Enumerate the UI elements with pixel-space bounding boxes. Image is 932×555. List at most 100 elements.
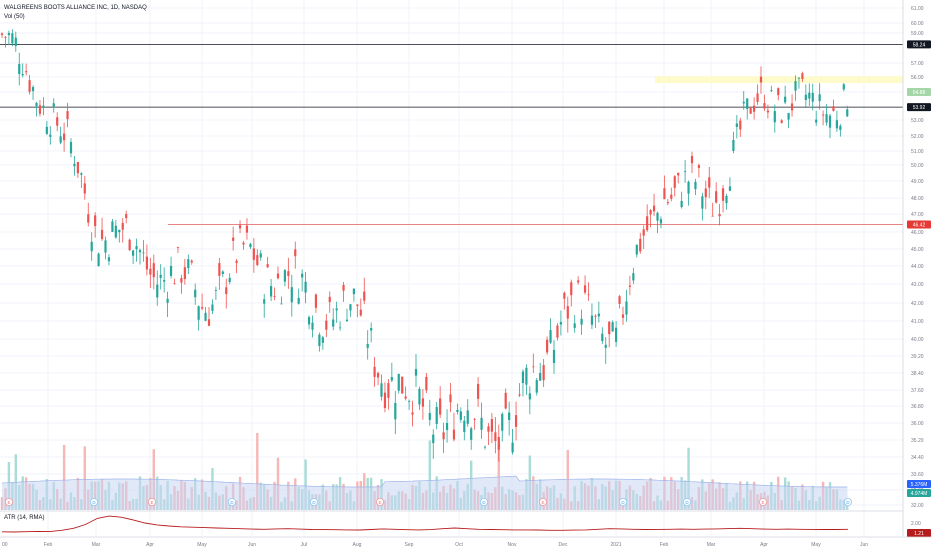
candle-body <box>18 63 21 75</box>
candle-body <box>138 250 142 253</box>
event-marker-label: E <box>378 500 381 505</box>
candle-body <box>459 411 462 420</box>
candle-body <box>597 313 600 317</box>
candle-body <box>31 87 35 92</box>
candle-body <box>511 442 514 453</box>
volume-bar <box>83 446 86 510</box>
time-axis-label: Sep <box>405 542 414 548</box>
candle-body <box>145 256 148 270</box>
candle-body <box>7 32 10 35</box>
candle-body <box>535 379 538 393</box>
candle-body <box>35 102 38 107</box>
candle-body <box>63 133 66 141</box>
candle-body <box>328 296 331 303</box>
candle-body <box>314 294 318 308</box>
candle-body <box>383 392 387 409</box>
candle-body <box>414 368 418 376</box>
candle-body <box>221 271 224 275</box>
candle-body <box>473 419 476 420</box>
candle-body <box>811 92 814 102</box>
candle-body <box>697 165 700 168</box>
time-axis-label: 2021 <box>610 542 621 548</box>
candle-body <box>570 282 573 296</box>
candle-body <box>742 101 745 104</box>
candle-body <box>797 77 801 79</box>
price-tick-label: 40.00 <box>911 337 924 343</box>
volume-legend: Vol (50) <box>4 14 25 20</box>
event-marker <box>5 497 13 506</box>
price-tick-label: 35.20 <box>911 438 924 444</box>
candle-body <box>580 318 583 325</box>
candle-body <box>649 209 652 215</box>
event-marker <box>147 497 156 506</box>
candle-body <box>380 383 383 397</box>
volume-bar <box>276 457 280 510</box>
candle-body <box>445 422 449 430</box>
volume-bar <box>428 440 431 510</box>
event-marker <box>759 497 768 506</box>
candle-body <box>790 103 794 111</box>
candle-body <box>0 33 4 35</box>
candle-body <box>342 284 345 291</box>
candle-body <box>318 334 321 346</box>
candle-body <box>673 176 676 188</box>
candle-body <box>397 373 400 391</box>
event-marker-label: D <box>846 500 850 505</box>
candle-body <box>677 172 680 176</box>
volume-label-box <box>907 489 931 497</box>
candle-body <box>287 271 290 277</box>
candle-body <box>566 306 569 319</box>
event-marker-label: E <box>541 500 544 505</box>
time-axis-label: Apr <box>760 542 768 548</box>
candle-body <box>828 115 832 128</box>
candle-body <box>656 212 659 221</box>
candle-body <box>704 188 707 198</box>
candle-body <box>808 92 811 99</box>
candle-body <box>194 289 197 298</box>
candle-body <box>100 229 104 239</box>
time-axis-label: Feb <box>44 542 53 548</box>
candle-body <box>435 407 438 424</box>
candle-body <box>280 303 283 305</box>
candle-body <box>387 383 390 398</box>
candle-body <box>14 37 17 46</box>
candle-body <box>418 388 421 405</box>
candle-body <box>663 188 666 200</box>
candle-body <box>114 225 117 238</box>
candle-body <box>577 280 580 283</box>
event-marker <box>539 497 548 506</box>
candle-body <box>639 238 642 252</box>
price-tick-label: 32.00 <box>911 503 924 509</box>
candle-body <box>263 299 266 304</box>
candle-body <box>483 446 487 448</box>
candle-body <box>111 221 114 232</box>
candle-body <box>245 225 249 233</box>
time-axis-label: Feb <box>660 542 669 548</box>
candle-body <box>618 296 621 304</box>
price-label: 53.92 <box>913 105 926 111</box>
candle-body <box>632 273 635 281</box>
candle-body <box>363 291 366 301</box>
candle-body <box>73 163 76 167</box>
candle-body <box>159 274 162 278</box>
candle-body <box>204 312 207 321</box>
event-marker <box>309 497 318 506</box>
candle-body <box>452 429 456 440</box>
volume-ma-area <box>2 476 848 510</box>
candle-body <box>190 260 193 263</box>
candle-body <box>694 181 697 190</box>
candle-body <box>621 314 625 318</box>
candle-body <box>818 94 821 102</box>
price-tick-label: 46.00 <box>911 230 924 236</box>
candle-body <box>508 412 511 421</box>
price-tick-label: 49.00 <box>911 179 924 185</box>
candle-body <box>842 84 845 90</box>
candle-body <box>290 287 293 303</box>
price-tick-label: 50.00 <box>911 163 924 169</box>
candle-body <box>370 328 373 331</box>
event-marker <box>227 497 236 506</box>
candle-body <box>573 323 576 328</box>
event-marker <box>619 497 628 506</box>
